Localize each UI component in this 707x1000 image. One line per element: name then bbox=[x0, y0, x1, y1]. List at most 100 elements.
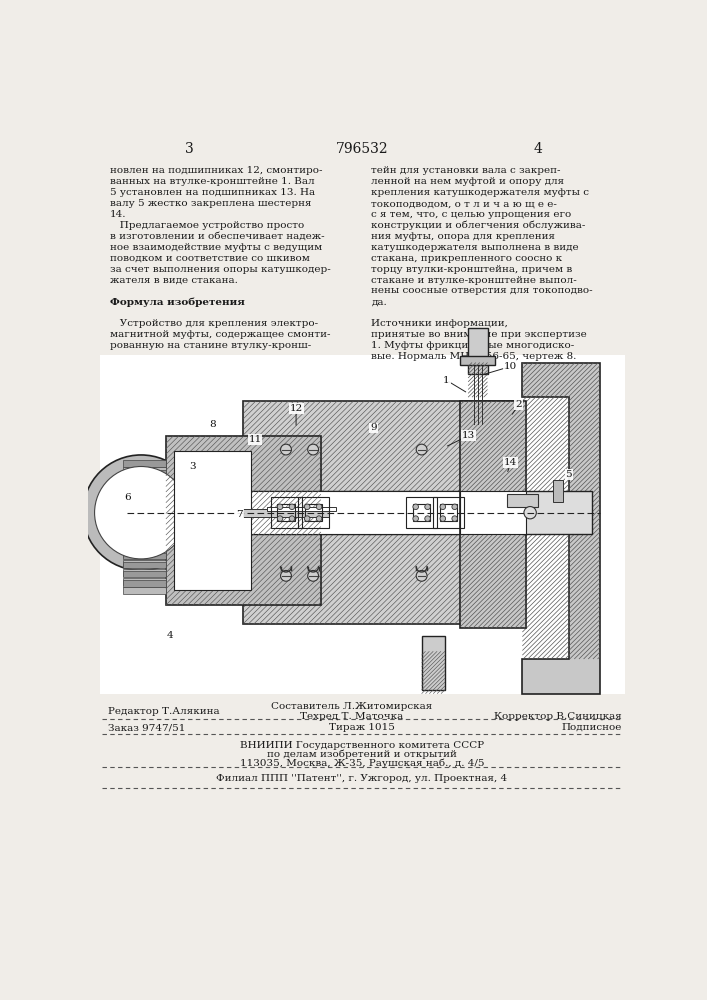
Bar bbox=[123, 560, 166, 567]
Text: стакане и втулке-кронштейне выпол-: стакане и втулке-кронштейне выпол- bbox=[371, 276, 577, 285]
Bar bbox=[123, 571, 166, 577]
Text: Составитель Л.Житомирская: Составитель Л.Житомирская bbox=[271, 702, 433, 711]
Bar bbox=[100, 355, 625, 694]
Text: 9: 9 bbox=[370, 424, 377, 432]
Text: жателя в виде стакана.: жателя в виде стакана. bbox=[110, 276, 238, 285]
Text: Подписное: Подписное bbox=[561, 723, 621, 732]
Circle shape bbox=[289, 516, 295, 521]
Text: Филиал ППП ''Патент'', г. Ужгород, ул. Проектная, 4: Филиал ППП ''Патент'', г. Ужгород, ул. П… bbox=[216, 774, 508, 783]
Circle shape bbox=[452, 504, 457, 510]
Bar bbox=[406, 497, 437, 528]
Bar bbox=[243, 491, 518, 534]
Circle shape bbox=[305, 504, 310, 510]
Bar bbox=[123, 543, 166, 550]
Bar bbox=[123, 553, 166, 559]
Text: 6: 6 bbox=[124, 493, 130, 502]
Text: принятые во внимание при экспертизе: принятые во внимание при экспертизе bbox=[371, 330, 587, 339]
Text: 2: 2 bbox=[515, 400, 522, 409]
Bar bbox=[123, 550, 166, 557]
Text: 10: 10 bbox=[504, 362, 518, 371]
Text: ния муфты, опора для крепления: ния муфты, опора для крепления bbox=[371, 232, 555, 241]
Text: ное взаимодействие муфты с ведущим: ное взаимодействие муфты с ведущим bbox=[110, 243, 322, 252]
Text: 1: 1 bbox=[443, 376, 450, 385]
Bar bbox=[123, 578, 166, 585]
Text: магнитной муфты, содержащее смонти-: магнитной муфты, содержащее смонти- bbox=[110, 330, 331, 339]
Text: 8: 8 bbox=[209, 420, 216, 429]
Bar bbox=[123, 467, 166, 474]
Text: по делам изобретений и открытий: по делам изобретений и открытий bbox=[267, 750, 457, 759]
Bar bbox=[123, 507, 166, 513]
Text: Тираж 1015: Тираж 1015 bbox=[329, 723, 395, 732]
Text: 3: 3 bbox=[185, 142, 194, 156]
Bar bbox=[460, 356, 495, 365]
Text: 796532: 796532 bbox=[336, 142, 388, 156]
Bar bbox=[305, 504, 322, 521]
Polygon shape bbox=[522, 363, 600, 694]
Text: торцу втулки-кронштейна, причем в: торцу втулки-кронштейна, причем в bbox=[371, 265, 573, 274]
Text: нены соосные отверстия для токоподво-: нены соосные отверстия для токоподво- bbox=[371, 286, 593, 295]
Bar bbox=[123, 488, 166, 494]
Text: Формула изобретения: Формула изобретения bbox=[110, 297, 245, 307]
Text: 113035, Москва, Ж-35, Раушская наб., д. 4/5: 113035, Москва, Ж-35, Раушская наб., д. … bbox=[240, 759, 484, 768]
Bar bbox=[421, 636, 445, 690]
Polygon shape bbox=[267, 507, 337, 511]
Bar bbox=[522, 491, 592, 534]
Bar bbox=[123, 504, 166, 511]
Bar bbox=[174, 451, 251, 590]
Bar bbox=[123, 495, 166, 502]
Text: 4: 4 bbox=[534, 142, 542, 156]
Text: 3: 3 bbox=[189, 462, 197, 471]
Bar bbox=[460, 491, 526, 534]
Bar bbox=[123, 569, 166, 576]
Text: ленной на нем муфтой и опору для: ленной на нем муфтой и опору для bbox=[371, 177, 564, 186]
Bar bbox=[123, 523, 166, 530]
Text: ВНИИПИ Государственного комитета СССР: ВНИИПИ Государственного комитета СССР bbox=[240, 741, 484, 750]
Text: стакана, прикрепленного соосно к: стакана, прикрепленного соосно к bbox=[371, 254, 562, 263]
Text: токоподводом, о т л и ч а ю щ е е-: токоподводом, о т л и ч а ю щ е е- bbox=[371, 199, 557, 208]
Circle shape bbox=[316, 516, 322, 521]
Bar bbox=[123, 532, 166, 539]
Text: валу 5 жестко закреплена шестерня: валу 5 жестко закреплена шестерня bbox=[110, 199, 312, 208]
Bar bbox=[468, 328, 488, 374]
Text: ванных на втулке-кронштейне 1. Вал: ванных на втулке-кронштейне 1. Вал bbox=[110, 177, 315, 186]
Text: с я тем, что, с целью упрощения его: с я тем, что, с целью упрощения его bbox=[371, 210, 571, 219]
Bar bbox=[277, 504, 295, 521]
Text: 5 установлен на подшипниках 13. На: 5 установлен на подшипниках 13. На bbox=[110, 188, 315, 197]
Text: 14.: 14. bbox=[110, 210, 127, 219]
Circle shape bbox=[281, 570, 291, 581]
Bar bbox=[440, 504, 457, 521]
Text: за счет выполнения опоры катушкодер-: за счет выполнения опоры катушкодер- bbox=[110, 265, 331, 274]
Circle shape bbox=[308, 570, 319, 581]
Circle shape bbox=[452, 516, 457, 521]
Circle shape bbox=[308, 444, 319, 455]
Circle shape bbox=[413, 516, 419, 521]
Bar bbox=[166, 436, 321, 605]
Circle shape bbox=[305, 516, 310, 521]
Text: крепления катушкодержателя муфты с: крепления катушкодержателя муфты с bbox=[371, 188, 589, 197]
Bar bbox=[413, 504, 430, 521]
Circle shape bbox=[425, 516, 431, 521]
Bar bbox=[243, 401, 518, 624]
Text: Устройство для крепления электро-: Устройство для крепления электро- bbox=[110, 319, 318, 328]
Bar bbox=[123, 516, 166, 522]
Text: рованную на станине втулку-кронш-: рованную на станине втулку-кронш- bbox=[110, 341, 311, 350]
Circle shape bbox=[413, 504, 419, 510]
Bar bbox=[123, 580, 166, 587]
Bar bbox=[243, 509, 329, 517]
Text: 5: 5 bbox=[566, 470, 572, 479]
Text: 12: 12 bbox=[289, 404, 303, 413]
Bar bbox=[123, 497, 166, 503]
Bar bbox=[123, 486, 166, 493]
Circle shape bbox=[281, 444, 291, 455]
Circle shape bbox=[277, 516, 283, 521]
Bar bbox=[433, 497, 464, 528]
Circle shape bbox=[524, 507, 537, 519]
Text: тейн для установки вала с закреп-: тейн для установки вала с закреп- bbox=[371, 166, 561, 175]
Text: новлен на подшипниках 12, смонтиро-: новлен на подшипниках 12, смонтиро- bbox=[110, 166, 322, 175]
Text: Источники информации,: Источники информации, bbox=[371, 319, 508, 328]
Text: в изготовлении и обеспечивает надеж-: в изготовлении и обеспечивает надеж- bbox=[110, 232, 325, 241]
Text: Редактор Т.Алякина: Редактор Т.Алякина bbox=[107, 707, 219, 716]
Text: вые. Нормаль МН 5656-65, чертеж 8.: вые. Нормаль МН 5656-65, чертеж 8. bbox=[371, 352, 577, 361]
Text: Заказ 9747/51: Заказ 9747/51 bbox=[107, 723, 185, 732]
Text: катушкодержателя выполнена в виде: катушкодержателя выполнена в виде bbox=[371, 243, 579, 252]
